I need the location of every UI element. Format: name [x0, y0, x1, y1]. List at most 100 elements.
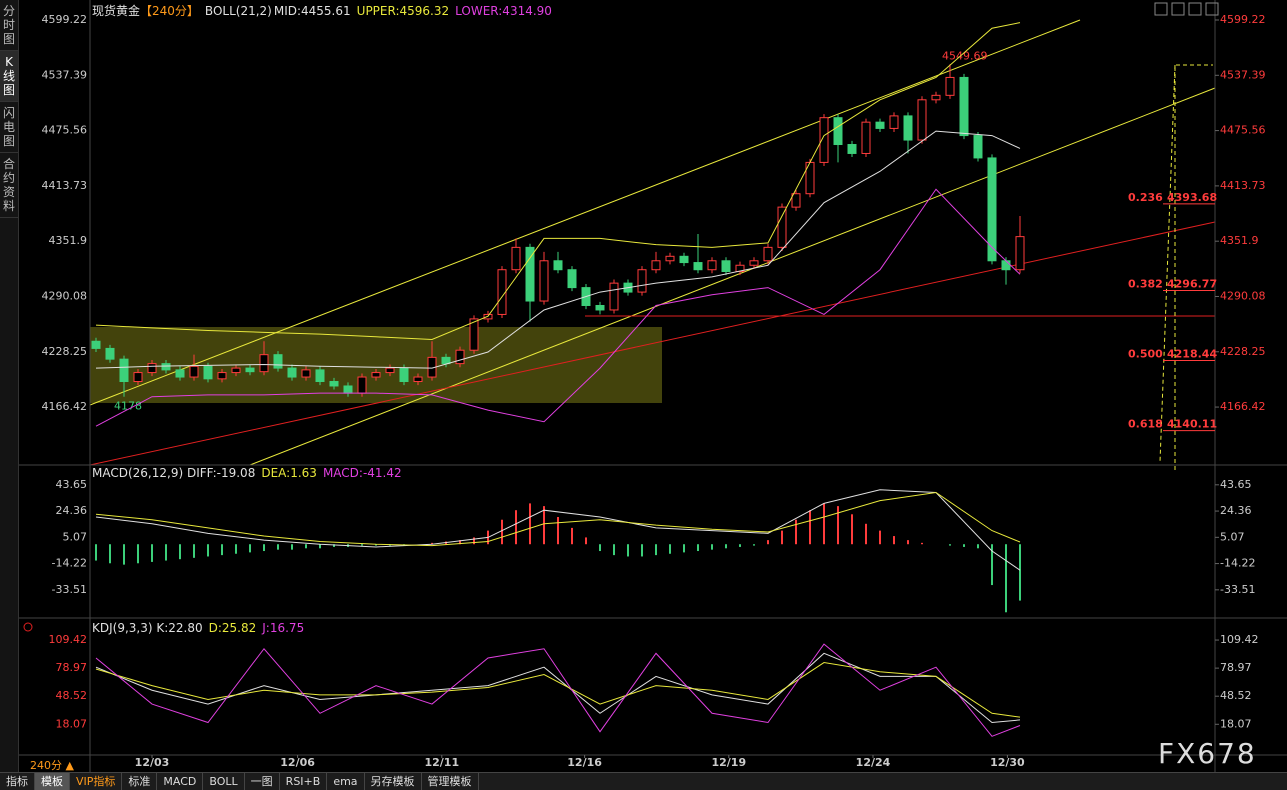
candle-body: [455, 349, 465, 365]
y-tick-label: 4166.42: [42, 400, 88, 413]
y-tick-label: 4351.9: [49, 234, 88, 247]
candle-body: [329, 381, 339, 387]
candle-body: [497, 269, 507, 315]
diff: MACD(26,12,9) DIFF:-19.08: [92, 466, 256, 480]
candle-body: [441, 356, 451, 365]
tab[interactable]: 另存模板: [365, 773, 422, 790]
mid: MID:4455.61: [273, 4, 351, 18]
indicator-line: [95, 489, 1021, 571]
candle-body: [147, 363, 157, 374]
fib-ratio: 0.500: [1128, 348, 1163, 361]
tab[interactable]: ema: [327, 773, 365, 790]
candle-body: [273, 354, 283, 369]
x-tick-label: 12/11: [424, 756, 459, 769]
dea: DEA:1.63: [261, 466, 317, 480]
indicator-line: [95, 130, 1021, 369]
indicator: BOLL(21,2): [204, 4, 272, 18]
fib-price: 4218.44: [1167, 348, 1217, 361]
y-tick-label: 78.97: [1220, 661, 1252, 674]
candle-body: [833, 117, 843, 146]
x-tick-label: 12/24: [856, 756, 891, 769]
candle-body: [749, 260, 759, 266]
y-tick-label: 4228.25: [1220, 345, 1266, 358]
indicator-line: [95, 22, 1021, 340]
symbol: 现货黄金: [92, 4, 141, 18]
candle-body: [259, 354, 269, 373]
indicator-line: [95, 643, 1021, 737]
lower: LOWER:4314.90: [455, 4, 552, 18]
candle-body: [791, 193, 801, 208]
tab[interactable]: 指标: [0, 773, 35, 790]
dashed-marker: [1174, 64, 1213, 470]
tab[interactable]: 标准: [122, 773, 158, 790]
x-tick-label: 12/03: [135, 756, 170, 769]
x-tick-label: 12/06: [280, 756, 315, 769]
tab[interactable]: MACD: [157, 773, 204, 790]
y-tick-label: 4475.56: [1220, 124, 1266, 137]
icon: [23, 622, 33, 632]
candle-body: [133, 372, 143, 383]
y-tick-label: 4413.73: [1220, 179, 1266, 192]
period-selector[interactable]: 240分 ▲: [30, 759, 74, 772]
tab[interactable]: VIP指标: [70, 773, 123, 790]
candle-body: [917, 99, 927, 141]
y-tick-label: 4537.39: [42, 68, 88, 81]
candle-body: [973, 135, 983, 159]
y-tick-label: 4599.22: [42, 13, 88, 26]
y-tick-label: 4599.22: [1220, 13, 1266, 26]
candle-body: [889, 115, 899, 129]
candle-body: [665, 255, 675, 262]
low-label: 4178: [114, 400, 142, 413]
side-tab[interactable]: K线图: [0, 51, 18, 102]
candle-body: [231, 367, 241, 374]
candle-body: [1001, 260, 1011, 271]
candle-body: [609, 282, 619, 311]
y-tick-label: -14.22: [1220, 557, 1255, 570]
period: 【240分】: [140, 4, 199, 18]
y-tick-label: 43.65: [1220, 478, 1252, 491]
y-tick-label: 5.07: [63, 530, 88, 543]
tab[interactable]: 模板: [35, 773, 70, 790]
candle-body: [343, 385, 353, 394]
y-tick-label: 48.52: [1220, 689, 1252, 702]
tab[interactable]: 管理模板: [422, 773, 479, 790]
tab[interactable]: BOLL: [203, 773, 245, 790]
y-tick-label: 4475.56: [42, 124, 88, 137]
side-tab[interactable]: 合约资料: [0, 153, 18, 218]
y-tick-label: -33.51: [1220, 583, 1255, 596]
candle-body: [385, 367, 395, 374]
indicator-line: [95, 662, 1021, 718]
fib-price: 4296.77: [1167, 277, 1217, 290]
side-tab[interactable]: 闪电图: [0, 102, 18, 153]
fib-ratio: 0.382: [1128, 277, 1163, 290]
candle-body: [847, 144, 857, 154]
candle-body: [469, 318, 479, 351]
x-tick-label: 12/19: [711, 756, 746, 769]
candle-body: [567, 269, 577, 289]
candle-body: [945, 76, 955, 96]
macd: MACD:-41.42: [322, 466, 402, 480]
sidebar: 分时图 K线图 闪电图 合约资料: [0, 0, 19, 772]
y-tick-label: 4351.9: [1220, 234, 1259, 247]
k: KDJ(9,3,3) K:22.80: [92, 621, 203, 635]
candle-body: [777, 206, 787, 248]
tab[interactable]: 一图: [245, 773, 280, 790]
candle-body: [301, 369, 311, 378]
candle-body: [861, 121, 871, 154]
y-tick-label: 4228.25: [42, 345, 88, 358]
watermark: FX678: [1158, 737, 1257, 770]
d: D:25.82: [208, 621, 257, 635]
y-tick-label: 78.97: [56, 661, 88, 674]
candle-body: [161, 363, 171, 371]
y-tick-label: 4290.08: [1220, 289, 1266, 302]
candle-body: [931, 94, 941, 101]
side-tab[interactable]: 分时图: [0, 0, 18, 51]
fib-ratio: 0.618: [1128, 418, 1163, 431]
candle-body: [357, 376, 367, 394]
candle-body: [679, 255, 689, 264]
tab[interactable]: RSI+B: [280, 773, 328, 790]
candle-body: [651, 260, 661, 271]
y-tick-label: 5.07: [1220, 530, 1245, 543]
candle-body: [511, 246, 521, 271]
